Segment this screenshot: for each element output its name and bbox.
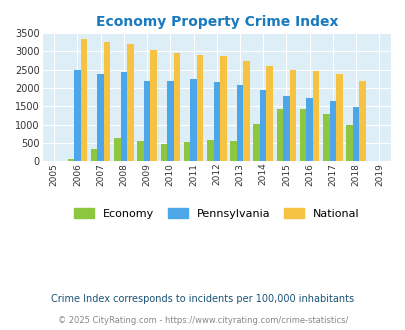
Bar [259,90,266,161]
Legend: Economy, Pennsylvania, National: Economy, Pennsylvania, National [74,208,358,219]
Bar [127,44,133,161]
Bar [114,138,120,161]
Bar [104,42,110,161]
Bar [120,72,127,161]
Bar [230,141,236,161]
Bar [97,74,104,161]
Bar [137,141,143,161]
Bar [266,66,272,161]
Bar [335,74,342,161]
Bar [68,159,74,161]
Bar [345,125,352,161]
Bar [173,53,179,161]
Bar [312,71,319,161]
Bar [236,85,243,161]
Bar [190,79,196,161]
Bar [207,140,213,161]
Bar [160,144,166,161]
Bar [196,55,203,161]
Bar [306,98,312,161]
Bar [289,70,296,161]
Bar [166,81,173,161]
Text: Crime Index corresponds to incidents per 100,000 inhabitants: Crime Index corresponds to incidents per… [51,294,354,304]
Bar [74,70,81,161]
Bar [253,124,259,161]
Bar [329,101,335,161]
Bar [358,81,365,161]
Title: Economy Property Crime Index: Economy Property Crime Index [95,15,337,29]
Bar [183,142,190,161]
Bar [283,96,289,161]
Bar [81,39,87,161]
Text: © 2025 CityRating.com - https://www.cityrating.com/crime-statistics/: © 2025 CityRating.com - https://www.city… [58,316,347,325]
Bar [150,50,156,161]
Bar [299,109,306,161]
Bar [243,61,249,161]
Bar [213,82,220,161]
Bar [143,81,150,161]
Bar [276,109,283,161]
Bar [352,107,358,161]
Bar [220,56,226,161]
Bar [91,149,97,161]
Bar [322,114,329,161]
